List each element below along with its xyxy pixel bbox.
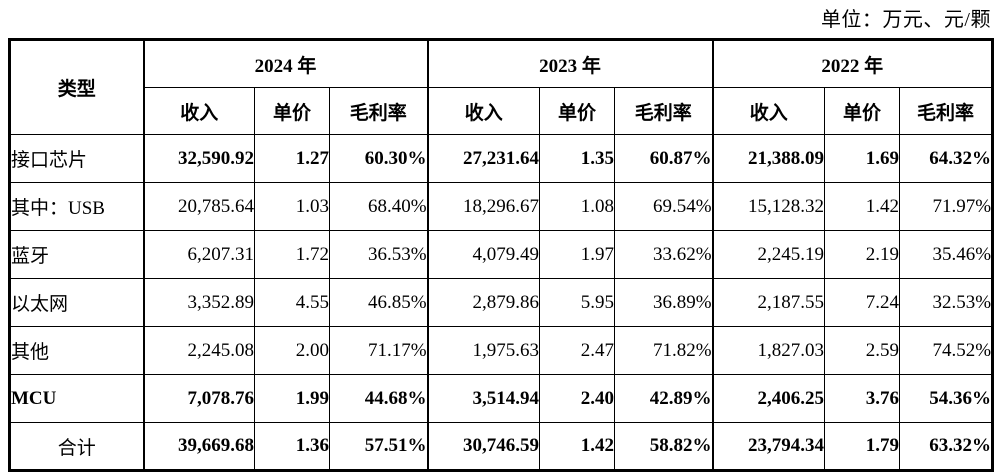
value-cell: 1.36 <box>254 422 330 471</box>
value-cell: 74.52% <box>899 326 994 375</box>
value-cell: 3,514.94 <box>427 374 541 423</box>
table-row: 接口芯片 32,590.92 1.27 60.30% 27,231.64 1.35 60.8… <box>9 134 994 183</box>
value-cell: 2,879.86 <box>427 278 541 327</box>
value-cell: 1.08 <box>539 182 616 231</box>
value-cell: 1.27 <box>254 134 330 183</box>
row-label: 合计 <box>9 422 145 471</box>
value-cell: 60.30% <box>328 134 429 183</box>
value-cell: 15,128.32 <box>712 182 826 231</box>
value-cell: 71.17% <box>328 326 429 375</box>
value-cell: 36.89% <box>614 278 714 327</box>
value-cell: 33.62% <box>614 230 714 279</box>
value-cell: 2.59 <box>824 326 901 375</box>
value-cell: 2,245.19 <box>712 230 826 279</box>
table-header: 类型 2024 年 2023 年 2022 年 收入 单价 毛利率 收入 单价 … <box>9 39 994 135</box>
value-cell: 60.87% <box>614 134 714 183</box>
value-cell: 2.19 <box>824 230 901 279</box>
value-cell: 1.42 <box>539 422 616 471</box>
row-label: 接口芯片 <box>9 134 145 183</box>
header-row-years: 类型 2024 年 2023 年 2022 年 <box>9 39 994 135</box>
row-label: MCU <box>9 374 145 423</box>
value-cell: 5.95 <box>539 278 616 327</box>
value-cell: 64.32% <box>899 134 994 183</box>
value-cell: 1.35 <box>539 134 616 183</box>
year-header-2023: 2023 年 <box>427 39 714 88</box>
value-cell: 2,245.08 <box>143 326 255 375</box>
row-label: 蓝牙 <box>9 230 145 279</box>
value-cell: 58.82% <box>614 422 714 471</box>
value-cell: 36.53% <box>328 230 429 279</box>
value-cell: 71.82% <box>614 326 714 375</box>
value-cell: 1.42 <box>824 182 901 231</box>
value-cell: 39,669.68 <box>143 422 255 471</box>
row-label: 其中：USB <box>9 182 145 231</box>
financial-table: 类型 2024 年 2023 年 2022 年 收入 单价 毛利率 收入 单价 … <box>8 38 995 472</box>
col-header-gross-margin: 毛利率 <box>328 87 429 135</box>
col-header-unit-price: 单价 <box>254 87 330 135</box>
value-cell: 1.03 <box>254 182 330 231</box>
table-row: MCU 7,078.76 1.99 44.68% 3,514.94 2.40 42.89% 2… <box>9 374 994 423</box>
table-row: 以太网 3,352.89 4.55 46.85% 2,879.86 5.95 36.89% 2… <box>9 278 994 327</box>
row-label: 其他 <box>9 326 145 375</box>
value-cell: 3.76 <box>824 374 901 423</box>
value-cell: 30,746.59 <box>427 422 541 471</box>
value-cell: 6,207.31 <box>143 230 255 279</box>
value-cell: 21,388.09 <box>712 134 826 183</box>
table-row: 其中：USB 20,785.64 1.03 68.40% 18,296.67 1.08 69… <box>9 182 994 231</box>
value-cell: 2.47 <box>539 326 616 375</box>
col-header-unit-price: 单价 <box>824 87 901 135</box>
value-cell: 27,231.64 <box>427 134 541 183</box>
value-cell: 35.46% <box>899 230 994 279</box>
value-cell: 7,078.76 <box>143 374 255 423</box>
value-cell: 3,352.89 <box>143 278 255 327</box>
table-row: 蓝牙 6,207.31 1.72 36.53% 4,079.49 1.97 33.62% 2,… <box>9 230 994 279</box>
value-cell: 1.97 <box>539 230 616 279</box>
table-row: 合计 39,669.68 1.36 57.51% 30,746.59 1.42 58.82%… <box>9 422 994 471</box>
value-cell: 69.54% <box>614 182 714 231</box>
value-cell: 1,975.63 <box>427 326 541 375</box>
col-header-gross-margin: 毛利率 <box>614 87 714 135</box>
value-cell: 20,785.64 <box>143 182 255 231</box>
value-cell: 44.68% <box>328 374 429 423</box>
value-cell: 32.53% <box>899 278 994 327</box>
value-cell: 1,827.03 <box>712 326 826 375</box>
table-row: 其他 2,245.08 2.00 71.17% 1,975.63 2.47 71.82% 1,… <box>9 326 994 375</box>
value-cell: 1.79 <box>824 422 901 471</box>
value-cell: 1.69 <box>824 134 901 183</box>
value-cell: 63.32% <box>899 422 994 471</box>
value-cell: 2,406.25 <box>712 374 826 423</box>
header-row-metrics: 收入 单价 毛利率 收入 单价 毛利率 收入 单价 毛利率 <box>10 87 994 135</box>
value-cell: 18,296.67 <box>427 182 541 231</box>
value-cell: 4.55 <box>254 278 330 327</box>
col-header-revenue: 收入 <box>712 87 826 135</box>
year-header-2022: 2022 年 <box>712 39 994 88</box>
table-body: 接口芯片 32,590.92 1.27 60.30% 27,231.64 1.35 60.8… <box>9 134 994 471</box>
unit-note: 单位：万元、元/颗 <box>820 9 991 31</box>
value-cell: 54.36% <box>899 374 994 423</box>
value-cell: 4,079.49 <box>427 230 541 279</box>
year-header-2024: 2024 年 <box>142 39 429 88</box>
row-label: 以太网 <box>9 278 145 327</box>
value-cell: 32,590.92 <box>143 134 255 183</box>
value-cell: 2,187.55 <box>712 278 826 327</box>
value-cell: 23,794.34 <box>712 422 826 471</box>
value-cell: 68.40% <box>328 182 429 231</box>
value-cell: 2.40 <box>539 374 616 423</box>
col-header-revenue: 收入 <box>427 87 541 135</box>
value-cell: 1.99 <box>254 374 330 423</box>
value-cell: 7.24 <box>824 278 901 327</box>
value-cell: 2.00 <box>254 326 330 375</box>
value-cell: 57.51% <box>328 422 429 471</box>
col-header-gross-margin: 毛利率 <box>899 87 994 135</box>
value-cell: 46.85% <box>328 278 429 327</box>
col-header-revenue: 收入 <box>143 87 255 135</box>
value-cell: 1.72 <box>254 230 330 279</box>
col-header-unit-price: 单价 <box>539 87 616 135</box>
value-cell: 71.97% <box>899 182 994 231</box>
corner-header: 类型 <box>9 39 145 135</box>
value-cell: 42.89% <box>614 374 714 423</box>
